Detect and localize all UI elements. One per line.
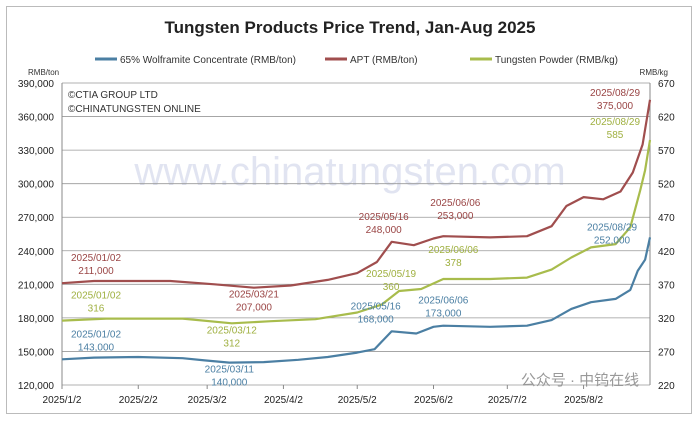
left-tick-label: 240,000 bbox=[18, 247, 55, 258]
annotation-date: 2025/01/02 bbox=[71, 291, 121, 302]
legend-label: Tungsten Powder (RMB/kg) bbox=[495, 55, 618, 66]
annotation-date: 2025/06/06 bbox=[430, 198, 480, 209]
watermark: www.chinatungsten.com bbox=[133, 150, 565, 194]
annotation-value: 378 bbox=[445, 258, 462, 269]
left-axis-unit: RMB/ton bbox=[28, 68, 59, 77]
annotation-date: 2025/01/02 bbox=[71, 329, 121, 340]
annotation-value: 211,000 bbox=[78, 266, 114, 277]
annotation-value: 585 bbox=[607, 130, 624, 141]
right-tick-label: 220 bbox=[658, 381, 675, 392]
chart-title: Tungsten Products Price Trend, Jan-Aug 2… bbox=[165, 18, 536, 37]
annotation-value: 360 bbox=[383, 282, 400, 293]
annotation-date: 2025/05/16 bbox=[351, 301, 401, 312]
annotation-date: 2025/06/06 bbox=[428, 245, 478, 256]
x-tick-label: 2025/4/2 bbox=[264, 395, 303, 406]
series-line bbox=[61, 237, 652, 364]
chart-frame bbox=[6, 6, 692, 414]
x-tick-label: 2025/8/2 bbox=[564, 395, 603, 406]
annotation-date: 2025/08/29 bbox=[590, 88, 640, 99]
right-tick-label: 570 bbox=[658, 146, 675, 157]
x-tick-label: 2025/3/2 bbox=[188, 395, 227, 406]
annotation-value: 253,000 bbox=[437, 211, 474, 222]
annotation-value: 207,000 bbox=[236, 303, 273, 314]
left-tick-label: 330,000 bbox=[18, 146, 55, 157]
footer-mark: 公众号 · 中钨在线 bbox=[521, 372, 639, 389]
annotation-value: 140,000 bbox=[211, 378, 248, 389]
left-tick-label: 150,000 bbox=[18, 347, 55, 358]
left-tick-label: 180,000 bbox=[18, 314, 55, 325]
annotation-date: 2025/01/02 bbox=[71, 253, 121, 264]
annotation-date: 2025/05/16 bbox=[359, 212, 409, 223]
annotation-value: 143,000 bbox=[78, 342, 115, 353]
legend-label: 65% Wolframite Concentrate (RMB/ton) bbox=[120, 55, 296, 66]
right-tick-label: 270 bbox=[658, 347, 675, 358]
annotation-date: 2025/03/21 bbox=[229, 290, 279, 301]
x-tick-label: 2025/1/2 bbox=[43, 395, 82, 406]
right-tick-label: 620 bbox=[658, 113, 675, 124]
series-line bbox=[61, 99, 652, 289]
annotation-date: 2025/08/29 bbox=[587, 222, 637, 233]
x-tick-label: 2025/7/2 bbox=[488, 395, 527, 406]
x-tick-label: 2025/5/2 bbox=[338, 395, 377, 406]
annotation-date: 2025/08/29 bbox=[590, 117, 640, 128]
annotation-value: 173,000 bbox=[425, 309, 462, 320]
right-tick-label: 470 bbox=[658, 213, 675, 224]
series-line bbox=[61, 139, 652, 325]
annotation-date: 2025/03/11 bbox=[205, 365, 255, 376]
annotation-value: 316 bbox=[88, 304, 105, 315]
right-tick-label: 420 bbox=[658, 247, 675, 258]
annotation-value: 375,000 bbox=[597, 101, 634, 112]
annotation-date: 2025/06/06 bbox=[418, 296, 468, 307]
left-tick-label: 210,000 bbox=[18, 280, 55, 291]
left-tick-label: 120,000 bbox=[18, 381, 55, 392]
left-tick-label: 270,000 bbox=[18, 213, 55, 224]
legend-label: APT (RMB/ton) bbox=[350, 55, 418, 66]
right-axis-unit: RMB/kg bbox=[640, 68, 668, 77]
annotation-value: 248,000 bbox=[366, 225, 403, 236]
left-tick-label: 360,000 bbox=[18, 113, 55, 124]
x-tick-label: 2025/2/2 bbox=[119, 395, 158, 406]
copyright-line-2: ©CHINATUNGSTEN ONLINE bbox=[68, 104, 201, 115]
copyright-line-1: ©CTIA GROUP LTD bbox=[68, 90, 158, 101]
right-tick-label: 370 bbox=[658, 280, 675, 291]
annotation-date: 2025/05/19 bbox=[366, 269, 416, 280]
annotation-date: 2025/03/12 bbox=[207, 325, 257, 336]
annotation-value: 312 bbox=[223, 338, 240, 349]
x-tick-label: 2025/6/2 bbox=[414, 395, 453, 406]
annotation-value: 252,000 bbox=[594, 235, 631, 246]
annotation-value: 168,000 bbox=[358, 314, 395, 325]
right-tick-label: 520 bbox=[658, 180, 675, 191]
left-tick-label: 390,000 bbox=[18, 79, 55, 90]
left-tick-label: 300,000 bbox=[18, 180, 55, 191]
right-tick-label: 320 bbox=[658, 314, 675, 325]
right-tick-label: 670 bbox=[658, 79, 675, 90]
